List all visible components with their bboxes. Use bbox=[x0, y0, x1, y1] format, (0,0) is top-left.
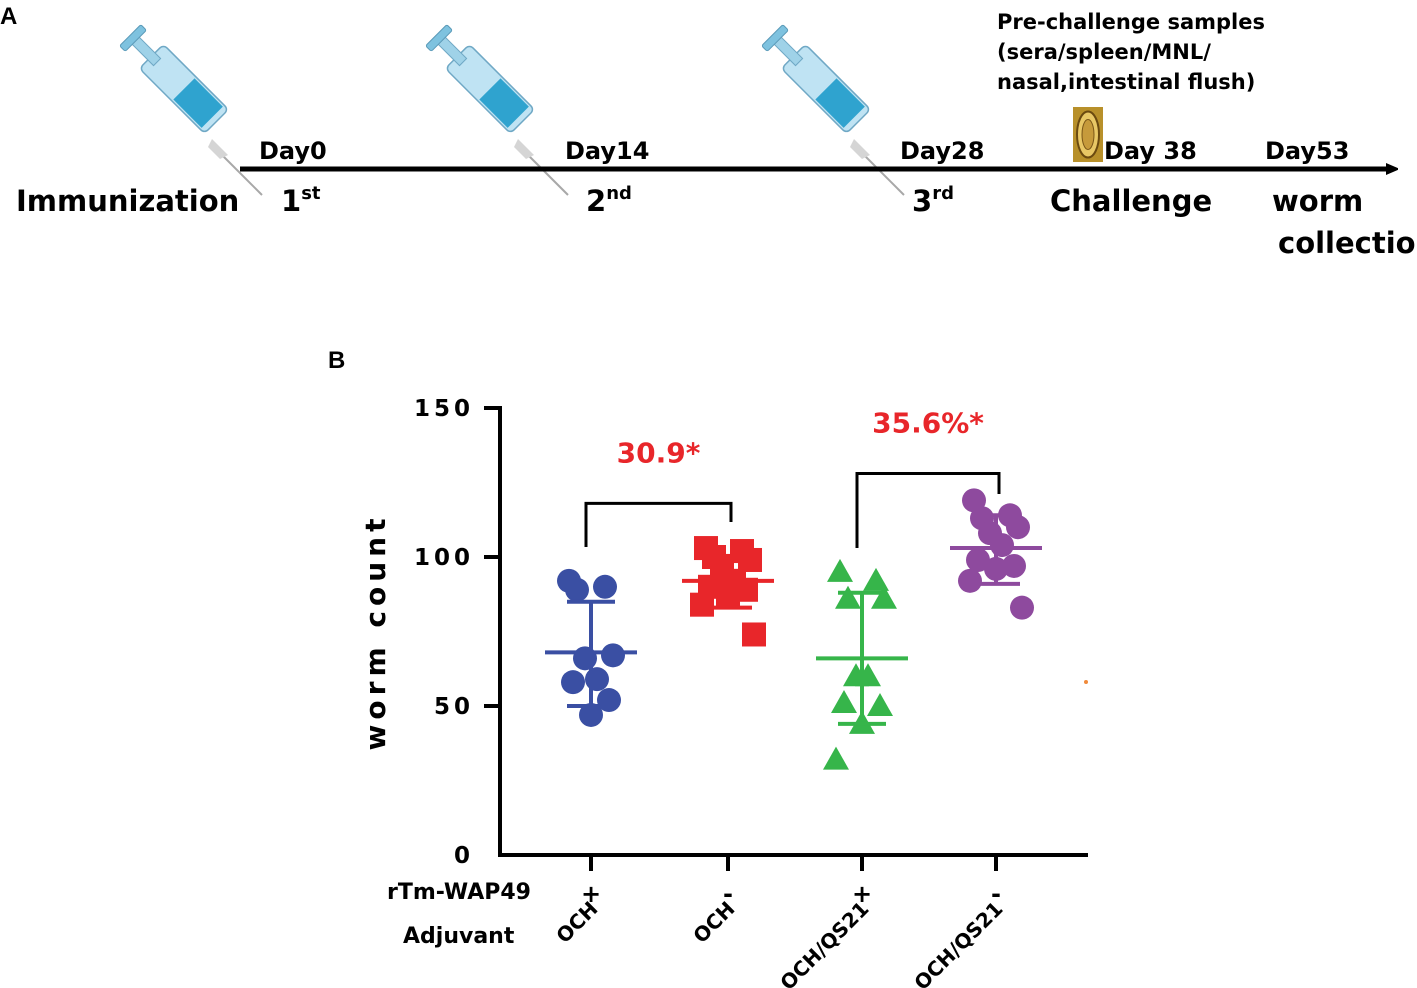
data-point bbox=[585, 667, 609, 692]
y-axis-label: worm count bbox=[359, 514, 392, 751]
x-ticks bbox=[589, 857, 998, 871]
data-point bbox=[593, 574, 617, 599]
group-4 bbox=[950, 488, 1042, 620]
significance-label: 35.6%* bbox=[872, 407, 984, 440]
adjuvant-label: OCH/QS21 bbox=[909, 897, 1007, 988]
day38-label: Day 38 bbox=[1104, 137, 1197, 165]
egg-icon bbox=[1073, 107, 1103, 162]
data-point bbox=[958, 568, 982, 593]
day53-label: Day53 bbox=[1265, 137, 1349, 165]
y-tick-label: 0 bbox=[454, 843, 474, 869]
adjuvant-label: OCH/QS21 bbox=[775, 897, 873, 988]
data-point bbox=[561, 670, 585, 695]
worm-label: worm bbox=[1272, 184, 1363, 218]
y-ticks: 0 50 100 150 bbox=[414, 396, 500, 869]
antigen-sign: + bbox=[852, 880, 872, 908]
immunization-label: Immunization bbox=[16, 184, 239, 218]
data-point bbox=[827, 558, 853, 582]
data-point bbox=[573, 646, 597, 671]
data-point bbox=[1006, 515, 1030, 540]
panel-b-letter: B bbox=[328, 347, 345, 374]
adjuvant-labels: OCH OCH OCH/QS21 OCH/QS21 bbox=[551, 897, 1007, 988]
data-point bbox=[1010, 595, 1034, 620]
data-point bbox=[601, 643, 625, 668]
samples-line-2: (sera/spleen/MNL/ bbox=[997, 40, 1211, 64]
y-tick-label: 50 bbox=[434, 694, 474, 720]
day0-label: Day0 bbox=[259, 137, 327, 165]
data-point bbox=[565, 577, 589, 602]
group-2 bbox=[682, 536, 774, 647]
collection-label: collection bbox=[1278, 226, 1417, 260]
adjuvant-row-label: Adjuvant bbox=[403, 924, 515, 949]
bracket-2: 35.6%* bbox=[855, 407, 1001, 548]
y-tick-label: 100 bbox=[414, 545, 474, 571]
data-groups bbox=[545, 488, 1042, 770]
stray-dot bbox=[1084, 680, 1088, 684]
antigen-sign: - bbox=[991, 880, 1001, 908]
dose-3-label: 3rd bbox=[912, 183, 954, 218]
data-point bbox=[871, 585, 897, 609]
antigen-signs: + - + - bbox=[581, 880, 1001, 908]
panel-a: A Immunization Day0 Day14 Day28 Day 38 D… bbox=[0, 3, 1417, 260]
day14-label: Day14 bbox=[565, 137, 649, 165]
data-point bbox=[831, 690, 857, 714]
data-point bbox=[863, 567, 889, 591]
data-point bbox=[1002, 553, 1026, 578]
antigen-row-label: rTm-WAP49 bbox=[387, 880, 531, 905]
day28-label: Day28 bbox=[900, 137, 984, 165]
panel-a-letter: A bbox=[0, 3, 17, 30]
y-tick-label: 150 bbox=[414, 396, 474, 422]
group-3 bbox=[816, 558, 908, 770]
data-point bbox=[966, 547, 990, 572]
significance-label: 30.9* bbox=[617, 436, 701, 469]
dose-1-label: 1st bbox=[281, 183, 321, 218]
data-point bbox=[962, 488, 986, 513]
bracket-1: 30.9* bbox=[584, 436, 733, 547]
data-point bbox=[867, 693, 893, 716]
samples-line-1: Pre-challenge samples bbox=[997, 10, 1265, 34]
group-1 bbox=[545, 568, 637, 727]
antigen-sign: + bbox=[581, 880, 601, 908]
bracket-line bbox=[855, 472, 1001, 548]
panel-b: B 0 50 100 150 worm count rTm-WAP49 Adjuvan… bbox=[328, 347, 1088, 988]
antigen-sign: - bbox=[723, 880, 733, 908]
data-point bbox=[835, 585, 861, 609]
dose-2-label: 2nd bbox=[586, 183, 632, 218]
data-point bbox=[990, 533, 1014, 558]
significance-brackets: 30.9* 35.6%* bbox=[584, 407, 1001, 548]
challenge-label: Challenge bbox=[1050, 184, 1212, 218]
data-point bbox=[742, 622, 766, 647]
bracket-line bbox=[584, 501, 733, 547]
data-point bbox=[690, 592, 714, 617]
data-point bbox=[579, 702, 603, 727]
samples-line-3: nasal,intestinal flush) bbox=[997, 70, 1255, 94]
data-point bbox=[823, 746, 849, 770]
